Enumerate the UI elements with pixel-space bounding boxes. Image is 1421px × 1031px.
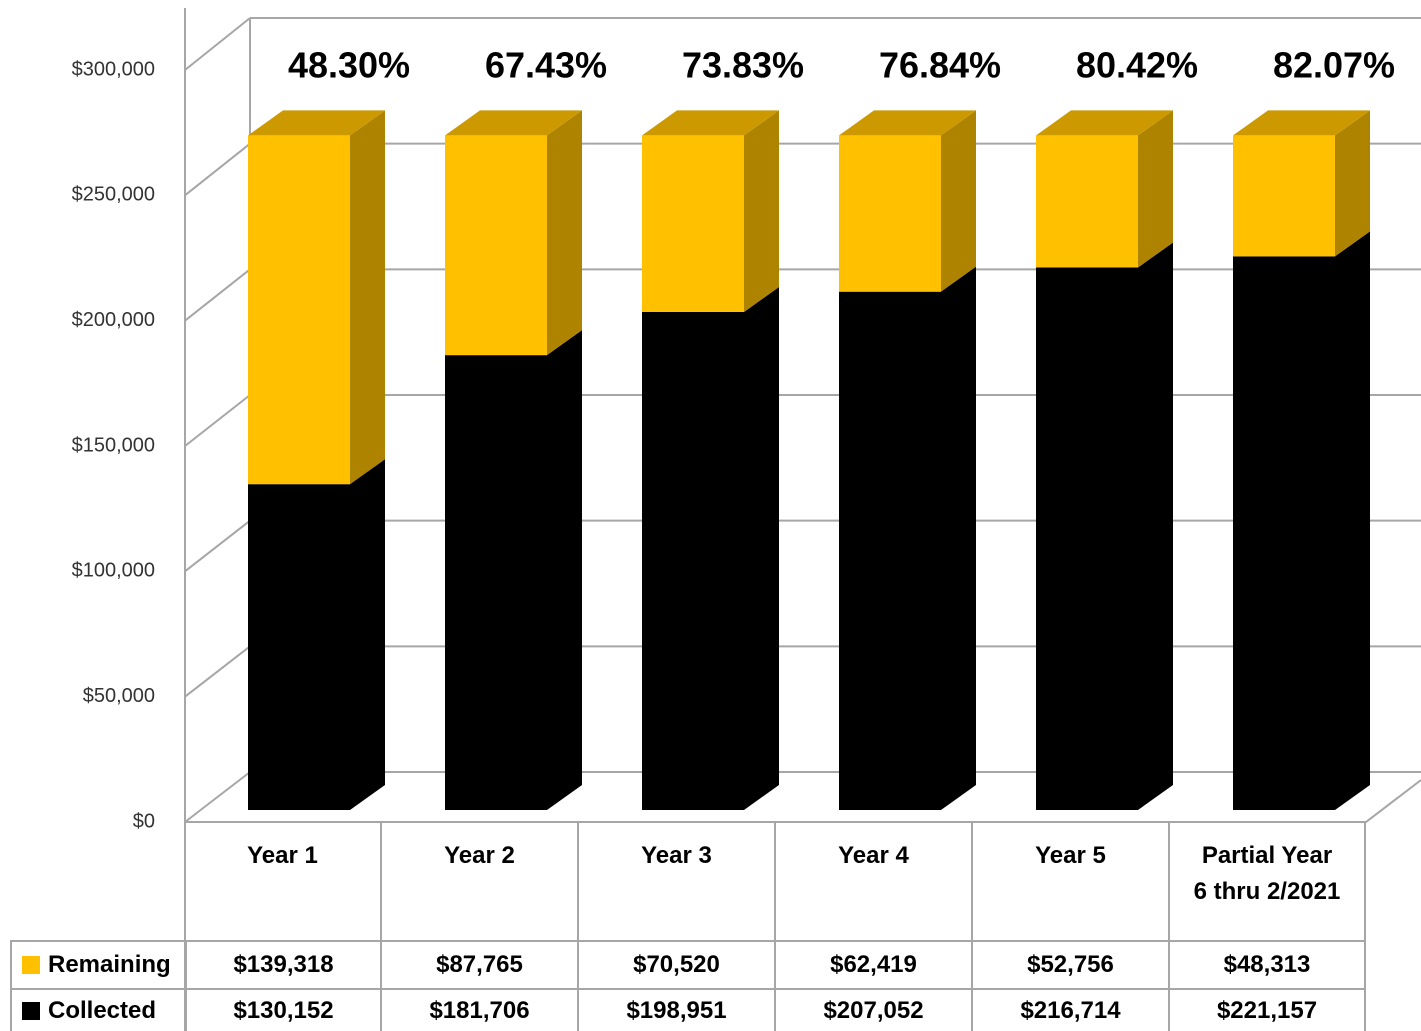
percent-label: 48.30% bbox=[288, 45, 410, 86]
value-cell: $207,052 bbox=[776, 988, 973, 1031]
percent-label: 76.84% bbox=[879, 45, 1001, 86]
percent-label: 73.83% bbox=[682, 45, 804, 86]
bar-side bbox=[744, 110, 779, 312]
value-cell: $62,419 bbox=[776, 940, 973, 988]
x-tick-label: Year 3 bbox=[641, 842, 712, 869]
percent-label: 82.07% bbox=[1273, 45, 1395, 86]
x-tick-label: Year 1 bbox=[247, 842, 318, 869]
bar-side bbox=[350, 459, 385, 810]
bar-top bbox=[1036, 110, 1173, 136]
y-tick-label: $300,000 bbox=[72, 58, 155, 80]
data-label: $130,152 bbox=[233, 996, 334, 1024]
bar-side bbox=[941, 266, 976, 811]
legend-label: Remaining bbox=[48, 951, 171, 978]
data-label: $52,756 bbox=[1027, 951, 1114, 978]
side-grid-line bbox=[184, 519, 251, 573]
value-cell: $70,520 bbox=[579, 940, 776, 988]
side-grid-line bbox=[184, 394, 251, 447]
category-cell: Year 5 bbox=[973, 822, 1170, 940]
bar-side bbox=[744, 286, 779, 810]
category-cell: Year 1 bbox=[185, 822, 382, 940]
category-cell: Partial Year 6 thru 2/2021 bbox=[1170, 822, 1366, 940]
side-grid-line bbox=[184, 17, 251, 71]
bar-top bbox=[248, 110, 385, 136]
bar-side bbox=[350, 110, 385, 485]
category-cell: Year 3 bbox=[579, 822, 776, 940]
legend-swatch bbox=[22, 956, 40, 974]
value-cell: $139,318 bbox=[185, 940, 382, 988]
bar-side bbox=[547, 330, 582, 810]
value-cell: $130,152 bbox=[185, 988, 382, 1031]
y-tick-label: $200,000 bbox=[72, 309, 155, 331]
bar-side bbox=[941, 110, 976, 292]
bar-front bbox=[248, 484, 350, 810]
data-label: $207,052 bbox=[823, 996, 924, 1024]
legend-cell: Remaining bbox=[10, 940, 185, 988]
data-label: $221,157 bbox=[1216, 996, 1318, 1024]
data-label: $198,951 bbox=[626, 996, 727, 1024]
bar-top bbox=[445, 110, 582, 136]
category-cell: Year 4 bbox=[776, 822, 973, 940]
y-tick-label: $0 bbox=[133, 810, 155, 832]
x-tick-label: Year 5 bbox=[1035, 842, 1106, 869]
percent-label: 80.42% bbox=[1076, 45, 1198, 86]
bar-front bbox=[445, 135, 547, 356]
side-grid-line bbox=[184, 771, 251, 823]
data-label: $70,520 bbox=[633, 951, 720, 978]
percent-label: 67.43% bbox=[485, 45, 607, 86]
bar-top bbox=[1233, 110, 1370, 136]
bar-front bbox=[642, 311, 744, 810]
y-tick-label: $100,000 bbox=[72, 560, 155, 582]
value-cell: $198,951 bbox=[579, 988, 776, 1031]
bar-front bbox=[1036, 267, 1138, 810]
value-cell: $87,765 bbox=[382, 940, 579, 988]
legend-swatch bbox=[22, 1001, 40, 1020]
value-cell: $216,714 bbox=[973, 988, 1170, 1031]
bar-front bbox=[642, 135, 744, 312]
data-label: $62,419 bbox=[830, 951, 917, 978]
bar-front bbox=[839, 291, 941, 811]
bar-side bbox=[1335, 110, 1370, 257]
bar-front bbox=[1233, 256, 1335, 810]
legend-label: Collected bbox=[48, 996, 157, 1024]
category-cell: Year 2 bbox=[382, 822, 579, 940]
y-tick-label: $250,000 bbox=[72, 184, 155, 206]
side-grid-line bbox=[184, 142, 251, 197]
legend-cell: Collected bbox=[10, 988, 185, 1031]
side-grid-line bbox=[184, 645, 251, 698]
bar-top bbox=[839, 110, 976, 136]
bar-front bbox=[839, 135, 941, 292]
data-label: $139,318 bbox=[233, 951, 334, 978]
data-label: $87,765 bbox=[436, 951, 523, 978]
data-label: $181,706 bbox=[429, 996, 530, 1024]
x-tick-label: Partial Year 6 thru 2/2021 bbox=[1193, 842, 1341, 905]
bar-top bbox=[642, 110, 779, 136]
bar-front bbox=[1036, 135, 1138, 268]
bar-front bbox=[445, 355, 547, 810]
value-cell: $52,756 bbox=[973, 940, 1170, 988]
data-label: $48,313 bbox=[1223, 951, 1311, 978]
bar-side bbox=[1138, 110, 1173, 268]
bar-front bbox=[1233, 135, 1335, 257]
y-tick-label: $50,000 bbox=[83, 685, 155, 707]
y-tick-label: $150,000 bbox=[72, 434, 155, 456]
x-tick-label: Year 4 bbox=[838, 842, 909, 869]
bar-front bbox=[248, 135, 350, 485]
data-label: $216,714 bbox=[1020, 996, 1121, 1024]
bar-side bbox=[1138, 242, 1173, 810]
side-grid-line bbox=[184, 268, 251, 322]
value-cell: $48,313 bbox=[1170, 940, 1366, 988]
value-cell: $221,157 bbox=[1170, 988, 1366, 1031]
bar-side bbox=[1335, 231, 1370, 811]
bar-side bbox=[547, 110, 582, 356]
x-tick-label: Year 2 bbox=[444, 842, 515, 869]
value-cell: $181,706 bbox=[382, 988, 579, 1031]
